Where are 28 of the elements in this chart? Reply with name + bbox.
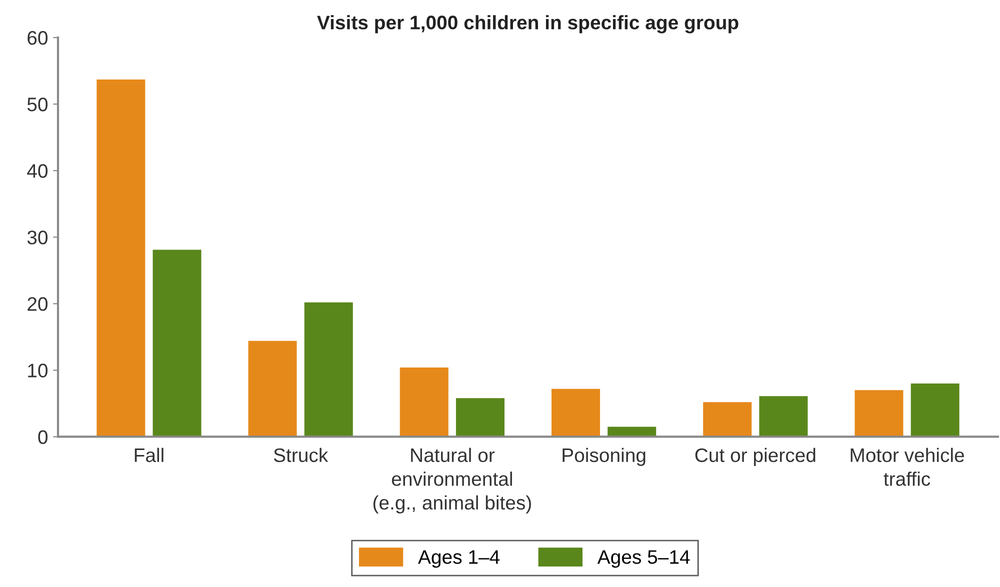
y-tick-label: 20 <box>28 297 48 311</box>
bar <box>854 390 904 437</box>
x-tick-label: Poisoning <box>562 448 646 466</box>
x-tick-label: Motor vehicle traffic <box>850 448 964 486</box>
y-tick-label: 10 <box>28 364 48 378</box>
bar <box>759 396 808 437</box>
bar <box>400 368 448 437</box>
y-tick-label: 40 <box>27 164 48 178</box>
chart-title: Visits per 1,000 children in specific age group <box>317 15 738 34</box>
bar <box>703 402 752 437</box>
bar <box>248 340 297 437</box>
y-tick-label: 30 <box>27 230 48 244</box>
y-tick-label: 50 <box>27 98 48 112</box>
x-tick-label: Natural or environmental (e.g., animal bites) <box>373 448 531 514</box>
bar <box>304 302 353 437</box>
x-tick-label: Cut or pierced <box>695 448 816 466</box>
bar <box>96 79 146 437</box>
y-tick-label: 0 <box>38 430 48 444</box>
legend-label: Ages 1–4 <box>418 550 500 568</box>
bar <box>552 388 600 437</box>
bar <box>910 384 960 437</box>
bar <box>152 250 202 437</box>
x-tick-label: Struck <box>274 448 328 462</box>
bar <box>456 398 504 437</box>
x-tick-label: Fall <box>134 448 164 462</box>
y-tick-label: 60 <box>28 31 48 45</box>
bar <box>608 426 656 437</box>
legend-label: Ages 5–14 <box>597 550 690 568</box>
